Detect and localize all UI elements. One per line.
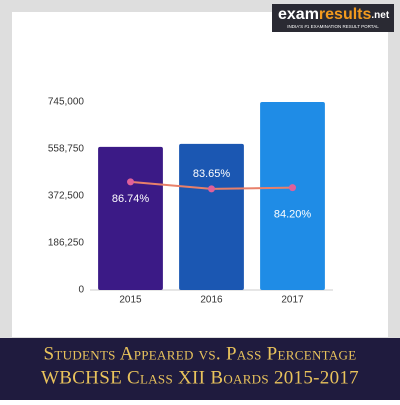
- line-marker: [208, 185, 215, 193]
- chart-subtitle: WBCHSE Class XII Boards 2015-2017: [41, 367, 359, 388]
- brand-badge: [272, 4, 394, 32]
- bar: [98, 146, 163, 290]
- line-marker: [289, 184, 296, 192]
- y-tick-label: 558,750: [48, 144, 85, 155]
- y-tick-label: 186,250: [48, 238, 85, 249]
- brand-tagline: INDIA'S #1 EXAMINATION RESULT PORTAL: [287, 24, 379, 29]
- x-tick-label: 2016: [200, 295, 223, 306]
- y-tick-label: 745,000: [48, 97, 85, 108]
- brand-logo: examresults.net: [278, 6, 390, 23]
- brand-part: .net: [371, 10, 389, 21]
- brand-part: exam: [278, 6, 319, 23]
- data-label: 86.74%: [112, 193, 150, 205]
- data-label: 84.20%: [274, 209, 312, 221]
- plot: 0 186,250 372,500 558,750 745,000 2015 2016 201…: [48, 97, 333, 306]
- bar: [260, 102, 325, 290]
- chart-title: Students Appeared vs. Pass Percentage: [44, 343, 357, 364]
- title-band: [0, 338, 400, 400]
- line-marker: [127, 178, 134, 186]
- x-tick-label: 2017: [281, 295, 304, 306]
- data-label: 83.65%: [193, 168, 231, 180]
- y-tick-label: 372,500: [48, 191, 85, 202]
- brand-part: results: [319, 6, 372, 23]
- y-tick-label: 0: [78, 285, 84, 296]
- bar: [179, 143, 244, 290]
- x-tick-label: 2015: [119, 295, 142, 306]
